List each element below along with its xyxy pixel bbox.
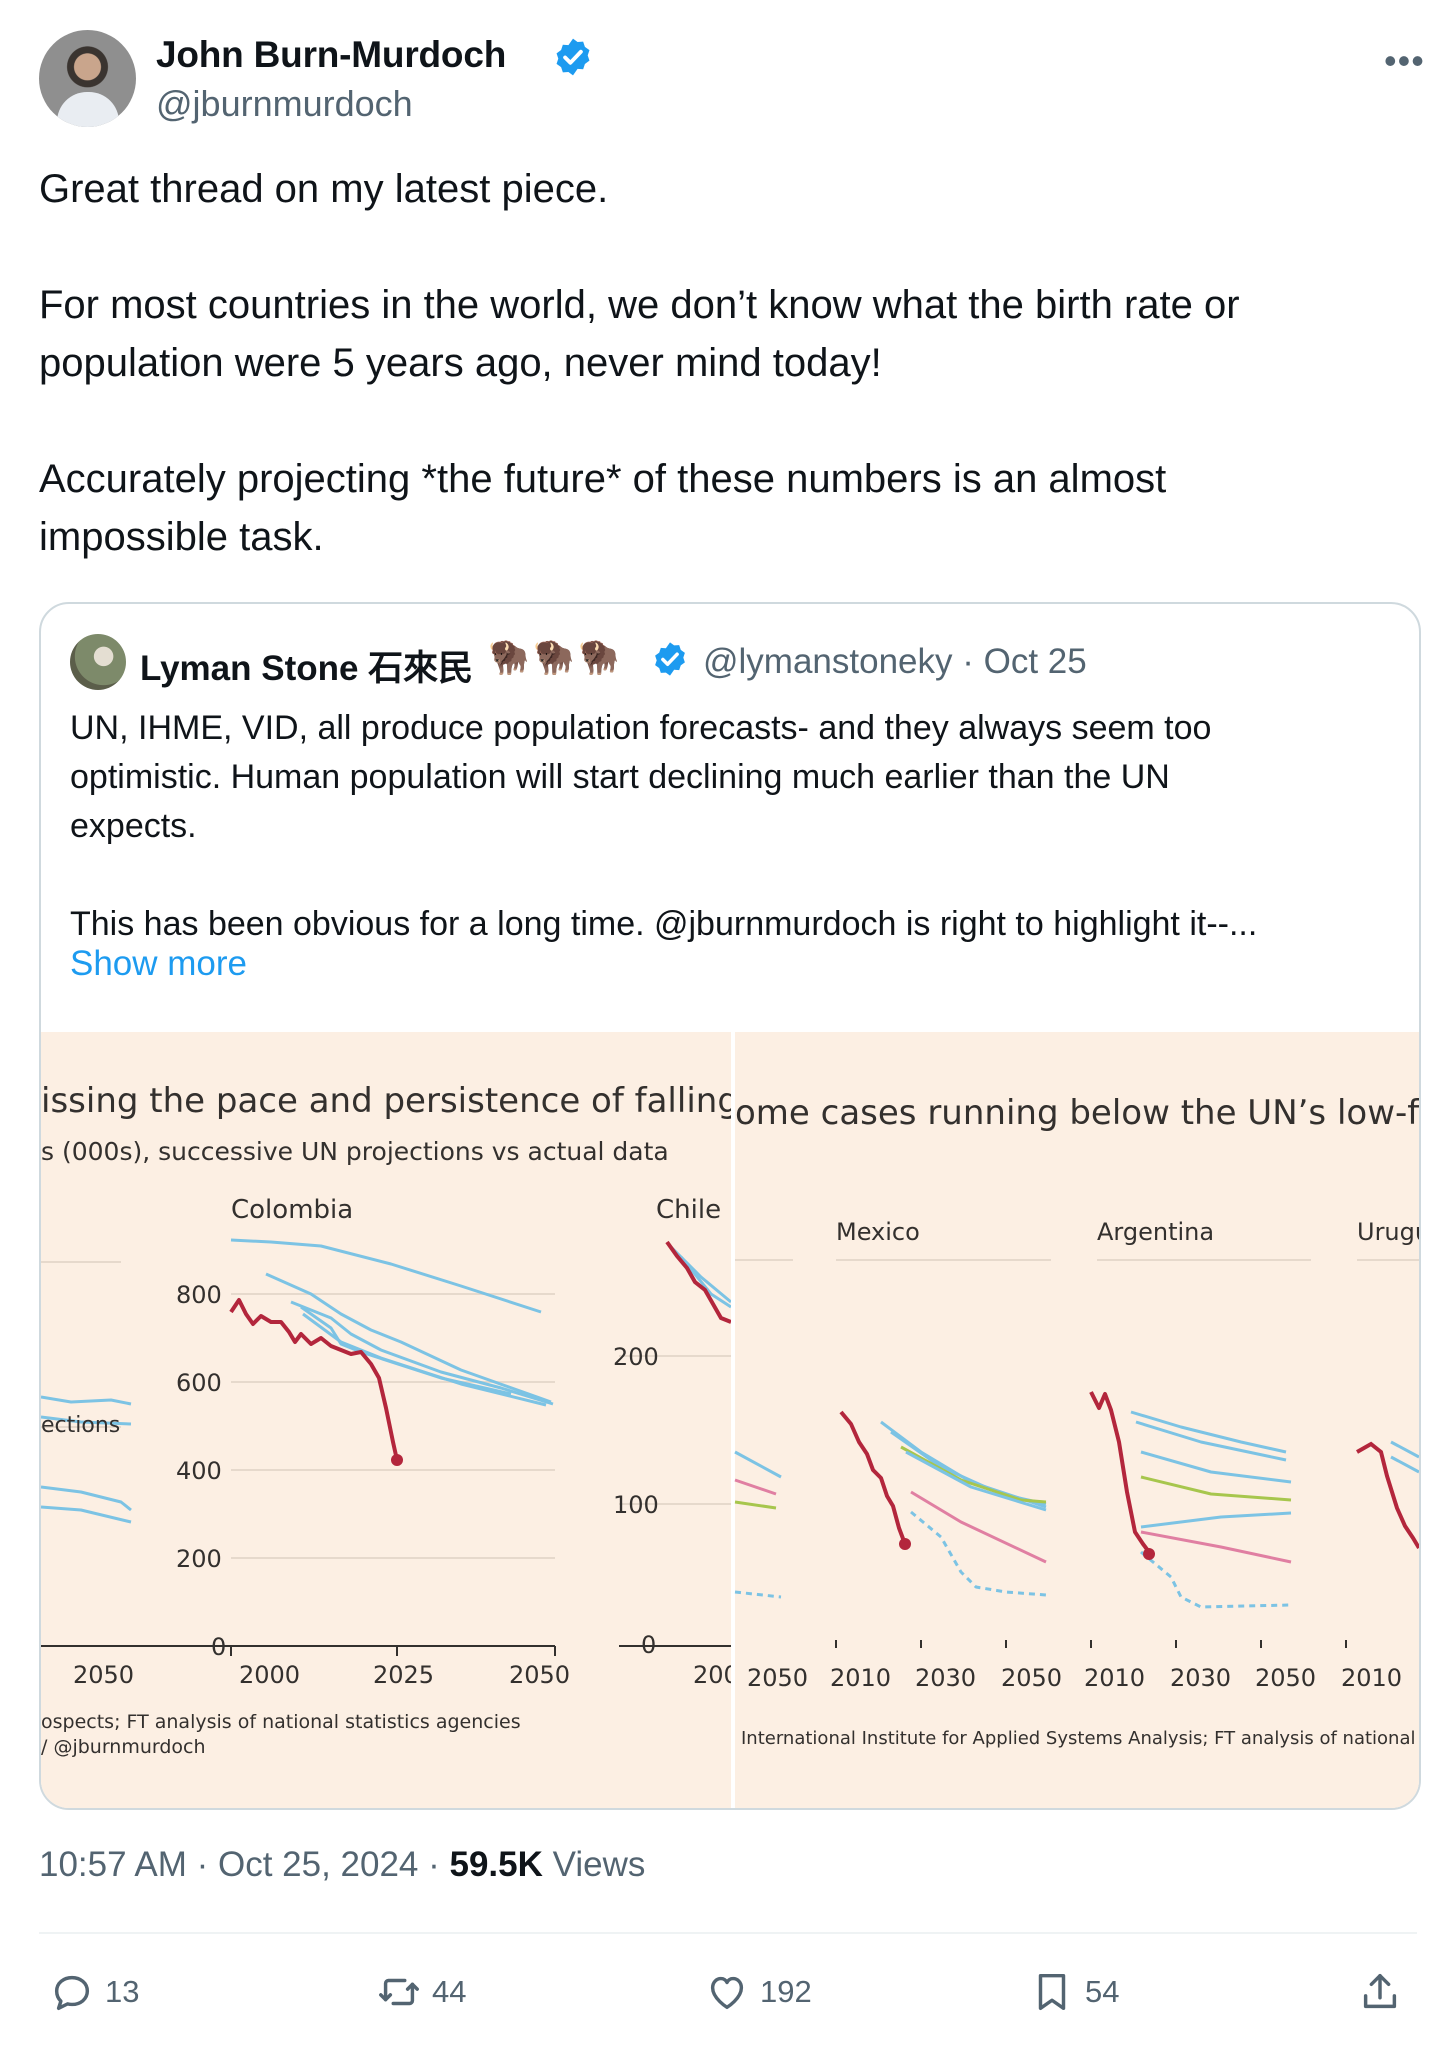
right-image-title: ome cases running below the UN’s low-fer… [735,1093,1419,1133]
panel-label-argentina: Argentina [1097,1218,1214,1246]
y-tick: 200 [613,1343,659,1371]
x-tick: 2010 [1341,1664,1402,1692]
y-tick: 0 [641,1631,656,1659]
quoted-line: This has been obvious for a long time. @… [70,905,1258,943]
x-tick: 2050 [73,1661,134,1689]
views-label: Views [542,1845,646,1884]
tweet-paragraph: impossible task. [39,515,324,559]
tweet-paragraph: For most countries in the world, we don’… [39,283,1240,327]
bookmark-count: 54 [1085,1974,1120,2009]
ft-chart-images: issing the pace and persistence of falli… [41,1032,1419,1808]
verified-badge-icon [556,38,590,76]
panel-label-uruguay: Urugu [1357,1218,1419,1246]
y-tick: 600 [176,1369,222,1397]
panel-label-mexico: Mexico [836,1218,920,1246]
x-tick: 2000 [239,1661,300,1689]
repost-count: 44 [432,1974,467,2009]
y-tick: 400 [176,1457,222,1485]
quoted-handle-date[interactable]: @lymanstoneky · Oct 25 [703,642,1087,681]
x-tick: 2030 [1170,1664,1231,1692]
x-tick: 2030 [915,1664,976,1692]
tweet-text: Great thread on my latest piece. For mos… [39,160,1399,566]
quoted-text: UN, IHME, VID, all produce population fo… [70,704,1400,949]
author-handle[interactable]: @jburnmurdoch [156,83,413,124]
tweet-meta: 10:57 AM · Oct 25, 2024 · 59.5K Views [39,1845,645,1885]
views-count: 59.5K [449,1845,543,1884]
quoted-media[interactable]: issing the pace and persistence of falli… [41,1032,1419,1808]
reply-button[interactable]: 13 [49,1962,139,2022]
action-bar: 13 44 192 54 [39,1962,1417,2022]
tweet-header: John Burn-Murdoch @jburnmurdoch ••• [39,30,1424,130]
quoted-line: expects. [70,807,197,845]
x-tick: 2050 [1255,1664,1316,1692]
x-tick: 2050 [509,1661,570,1689]
tweet-paragraph: population were 5 years ago, never mind … [39,341,882,385]
like-button[interactable]: 192 [704,1962,812,2022]
x-tick: 2050 [747,1664,808,1692]
quoted-line: optimistic. Human population will start … [70,758,1170,796]
bison-emoji: 🦬🦬🦬 [488,638,624,675]
share-icon [1363,1973,1397,2009]
left-source: / @jburnmurdoch [41,1736,206,1758]
left-image-subtitle: s (000s), successive UN projections vs a… [41,1137,669,1166]
share-button[interactable] [1357,1962,1403,2022]
repost-button[interactable]: 44 [376,1962,466,2022]
bookmark-icon [1038,1973,1066,2011]
quoted-author-name[interactable]: Lyman Stone 石來民 [140,649,474,688]
more-options-icon[interactable]: ••• [1384,40,1425,81]
divider [39,1932,1417,1934]
verified-badge-icon [655,642,685,676]
show-more-link[interactable]: Show more [70,944,248,983]
legend-fragment: ections [41,1413,120,1438]
repost-icon [379,1978,419,2006]
x-tick: 2010 [830,1664,891,1692]
left-image-title: issing the pace and persistence of falli… [41,1081,771,1121]
panel-label-chile: Chile [656,1195,721,1225]
like-count: 192 [760,1974,812,2009]
tweet-paragraph: Great thread on my latest piece. [39,167,609,211]
x-tick: 2050 [1001,1664,1062,1692]
right-source: International Institute for Applied Syst… [741,1728,1419,1749]
tweet-paragraph: Accurately projecting *the future* of th… [39,457,1167,501]
left-source: ospects; FT analysis of national statist… [41,1711,521,1733]
author-avatar[interactable] [39,30,136,127]
y-tick: 0 [211,1633,226,1661]
x-tick: 2025 [373,1661,434,1689]
quoted-author-avatar[interactable] [70,634,126,690]
quoted-line: UN, IHME, VID, all produce population fo… [70,709,1212,747]
x-tick: 2010 [1084,1664,1145,1692]
y-tick: 200 [176,1545,222,1573]
tweet-timestamp[interactable]: 10:57 AM · Oct 25, 2024 · [39,1845,450,1884]
y-tick: 800 [176,1281,222,1309]
quoted-tweet[interactable]: Lyman Stone 石來民 🦬🦬🦬 @lymanstoneky · Oct … [39,602,1421,1810]
heart-icon [710,1976,744,2010]
reply-count: 13 [105,1974,140,2009]
reply-icon [54,1975,90,2011]
bookmark-button[interactable]: 54 [1029,1962,1119,2022]
author-display-name[interactable]: John Burn-Murdoch [156,34,507,75]
panel-label-colombia: Colombia [231,1195,353,1225]
y-tick: 100 [613,1491,659,1519]
